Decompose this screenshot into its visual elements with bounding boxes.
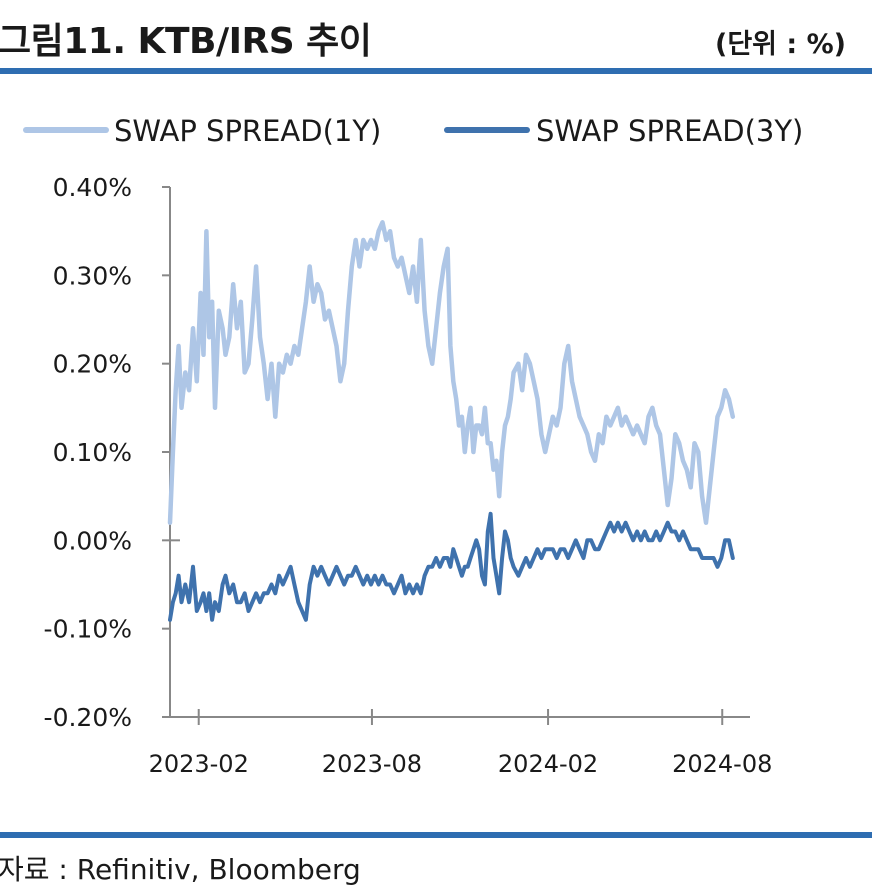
legend-label: SWAP SPREAD(1Y) [114,114,381,148]
series-line-3y [168,511,735,622]
y-tick-label: 0.40% [53,173,132,202]
bottom-rule [0,832,872,838]
series-line-1y [167,220,736,525]
y-tick-label: 0.30% [53,261,132,290]
y-tick-label: 0.20% [53,350,132,379]
source-note: 자료 : Refinitiv, Bloomberg [0,853,361,886]
x-tick-label: 2024-08 [672,750,772,778]
y-tick-label: 0.10% [53,438,132,467]
x-axis: 2023-02 2023-08 2024-02 2024-08 [149,709,772,778]
y-axis: -0.20% -0.10% 0.00% 0.10% 0.20% 0.30% 0.40% [44,173,180,732]
x-tick-label: 2023-02 [149,750,249,778]
legend-item-3y: SWAP SPREAD(3Y) [444,114,803,148]
x-tick-label: 2023-08 [322,750,422,778]
legend-label: SWAP SPREAD(3Y) [536,114,803,148]
series-layer [167,220,736,622]
y-tick-label: -0.20% [44,703,132,732]
legend-item-1y: SWAP SPREAD(1Y) [23,114,381,148]
unit-label: (단위 : %) [714,29,846,60]
x-tick-label: 2024-02 [498,750,598,778]
figure-title: 그림11. KTB/IRS 추이 [0,21,372,62]
y-tick-label: 0.00% [53,526,132,555]
legend: SWAP SPREAD(1Y) SWAP SPREAD(3Y) [23,114,803,148]
y-tick-label: -0.10% [44,615,132,644]
top-rule [0,68,872,74]
